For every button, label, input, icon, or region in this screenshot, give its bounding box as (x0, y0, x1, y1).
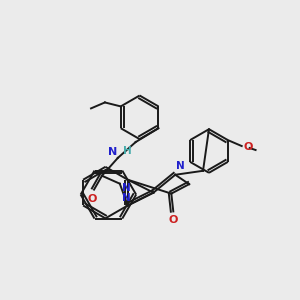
Text: N: N (108, 147, 117, 157)
Text: N: N (122, 183, 131, 193)
Text: O: O (87, 194, 97, 204)
Text: N: N (176, 161, 185, 171)
Text: O: O (169, 215, 178, 225)
Text: O: O (244, 142, 253, 152)
Text: N: N (122, 193, 131, 202)
Text: H: H (123, 146, 131, 156)
